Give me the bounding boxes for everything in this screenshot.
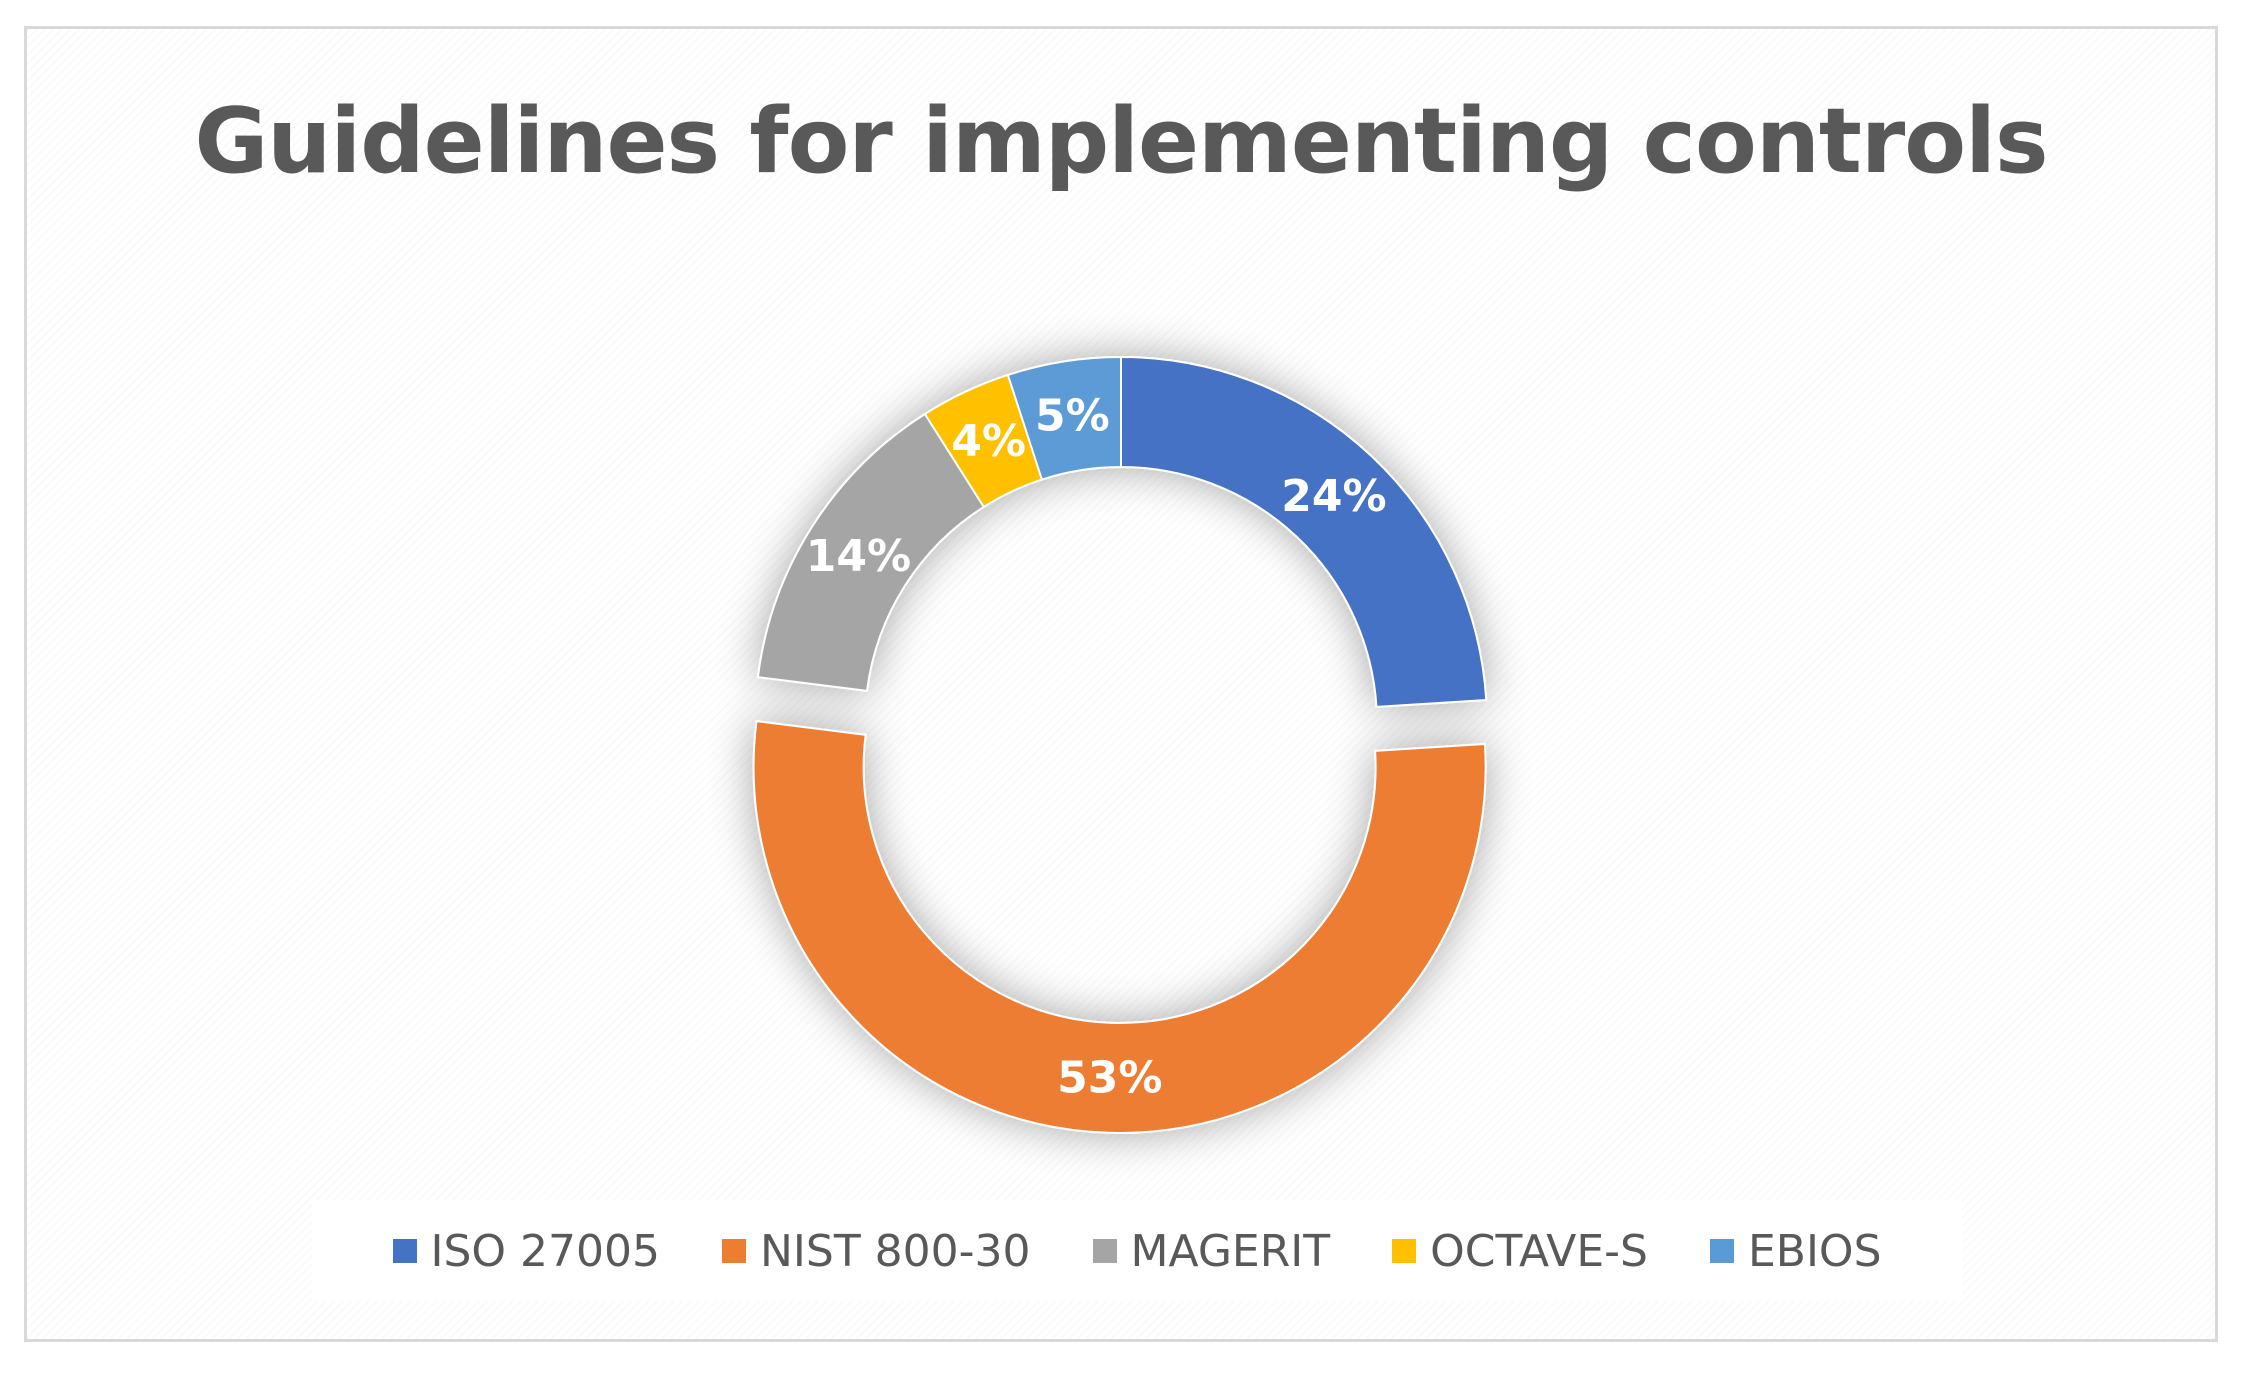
data-label-magerit: 14% (806, 531, 911, 582)
donut-slice-nist-800-30 (752, 719, 1487, 1134)
legend-swatch (392, 1239, 417, 1263)
chart-frame: Guidelines for implementing controls 24%… (24, 26, 2218, 1342)
legend-item-octave-s: OCTAVE-S (1392, 1226, 1648, 1277)
legend-label: ISO 27005 (430, 1225, 661, 1277)
legend-item-ebios: EBIOS (1709, 1225, 1882, 1277)
data-label-iso-27005: 24% (1281, 471, 1386, 522)
donut-slice-iso-27005 (1120, 355, 1488, 708)
legend-swatch (1392, 1239, 1417, 1263)
legend-item-magerit: MAGERIT (1092, 1225, 1331, 1277)
legend-label: OCTAVE-S (1430, 1225, 1648, 1277)
legend-swatch (1092, 1239, 1117, 1263)
legend-label: MAGERIT (1130, 1225, 1331, 1277)
legend-label: EBIOS (1747, 1225, 1882, 1277)
legend: ISO 27005 NIST 800-30 MAGERIT OCTAVE-S EBIOS (312, 1201, 1962, 1301)
legend-label: NIST 800-30 (760, 1225, 1031, 1277)
data-label-nist-800-30: 53% (1057, 1052, 1162, 1103)
data-label-ebios: 5% (1035, 390, 1110, 441)
legend-swatch (1709, 1239, 1734, 1263)
legend-swatch (722, 1239, 746, 1263)
chart-title: Guidelines for implementing controls (194, 89, 2048, 194)
legend-item-nist-800-30: NIST 800-30 (722, 1226, 1031, 1277)
data-label-octave-s: 4% (951, 416, 1026, 467)
legend-item-iso-27005: ISO 27005 (392, 1225, 661, 1277)
donut-chart: 24% 53% 14% 4%5% (752, 355, 1488, 1134)
donut-slice-ebios (1006, 355, 1122, 481)
